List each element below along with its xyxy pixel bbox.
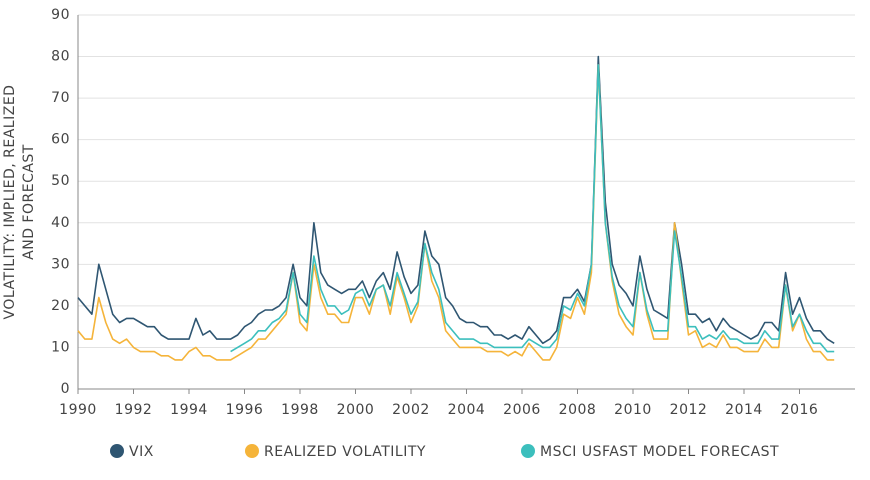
y-tick-label: 0: [61, 381, 70, 397]
x-tick-label: 2006: [503, 402, 541, 418]
y-tick-label: 60: [51, 132, 70, 148]
series-line: [77, 64, 835, 361]
x-tick-label: 2014: [725, 402, 763, 418]
x-tick-label: 1990: [59, 402, 97, 418]
series-line: [230, 64, 835, 353]
x-tick-label: 2012: [670, 402, 708, 418]
x-tick-label: 1994: [170, 402, 208, 418]
x-tick-label: 2004: [448, 402, 486, 418]
x-tick-label: 1996: [226, 402, 264, 418]
x-tick-label: 2008: [559, 402, 597, 418]
x-tick-label: 2010: [614, 402, 652, 418]
y-tick-label: 20: [51, 298, 70, 314]
y-tick-label: 70: [51, 90, 70, 106]
series-line: [77, 55, 835, 345]
y-tick-label: 50: [51, 173, 70, 189]
x-tick-label: 2016: [781, 402, 819, 418]
legend-label: VIX: [129, 444, 154, 460]
y-tick-label: 40: [51, 215, 70, 231]
legend-marker: [110, 444, 124, 458]
legend-marker: [245, 444, 259, 458]
legend-label: REALIZED VOLATILITY: [264, 444, 426, 460]
x-tick-label: 1992: [115, 402, 153, 418]
y-tick-label: 30: [51, 256, 70, 272]
legend-marker: [521, 444, 535, 458]
y-axis-label: VOLATILITY: IMPLIED, REALIZED: [2, 85, 18, 320]
x-tick-label: 1998: [281, 402, 319, 418]
y-axis-label: AND FORECAST: [21, 144, 37, 260]
y-tick-label: 10: [51, 339, 70, 355]
legend-label: MSCI USFAST MODEL FORECAST: [540, 444, 779, 460]
y-tick-label: 90: [51, 7, 70, 23]
x-tick-label: 2002: [392, 402, 430, 418]
y-tick-label: 80: [51, 49, 70, 65]
x-tick-label: 2000: [337, 402, 375, 418]
